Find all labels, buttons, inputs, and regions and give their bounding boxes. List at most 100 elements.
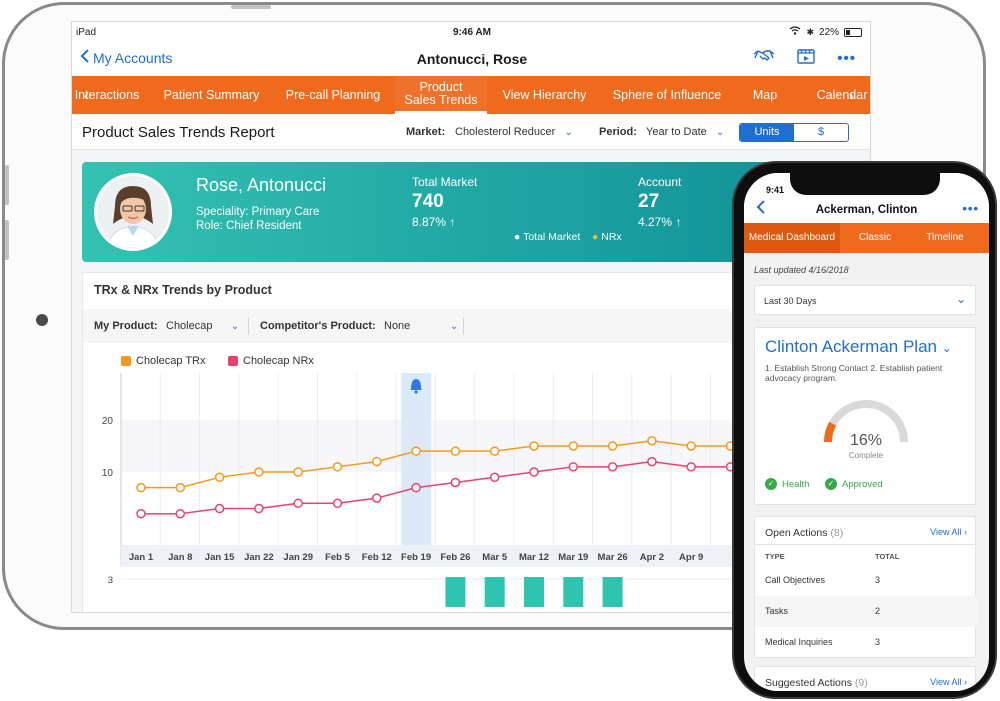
data-point	[607, 441, 618, 451]
market-dropdown[interactable]: Cholesterol Reducer ⌄	[455, 126, 573, 138]
tab-label: Interactions	[74, 87, 140, 102]
tab-label: View Hierarchy	[502, 87, 587, 102]
highlight-column	[401, 373, 432, 545]
col-total: TOTAL	[875, 552, 900, 561]
more-icon[interactable]: •••	[837, 50, 856, 67]
my-product-dropdown[interactable]: Cholecap ⌄	[166, 320, 239, 332]
data-point	[175, 482, 186, 493]
total-market-value: 740	[412, 191, 444, 212]
view-all-label: View All	[930, 527, 962, 537]
divider	[248, 317, 249, 335]
device-label: iPad	[76, 27, 97, 38]
x-tick-label: Jan 22	[244, 552, 274, 563]
tab-map[interactable]: Map	[740, 76, 790, 114]
competitor-dropdown[interactable]: None ⌄	[384, 320, 458, 332]
suggested-actions-card: Suggested Actions (9) View All ›	[754, 666, 976, 691]
tab-interactions[interactable]: Interactions	[72, 76, 152, 114]
legend-label: Total Market	[523, 231, 581, 243]
badge-label: Approved	[842, 478, 883, 490]
tab-label-line1: Product	[419, 79, 463, 94]
iphone-frame: 9:41 Ackerman, Clinton ••• Medical Dashb…	[732, 161, 997, 699]
data-point	[372, 493, 382, 503]
chevron-right-icon[interactable]: ›	[849, 87, 854, 103]
more-icon[interactable]: •••	[962, 201, 979, 216]
arrow-up-icon: ↑	[449, 215, 456, 229]
units-option[interactable]: Units	[740, 124, 794, 141]
bell-icon	[410, 379, 423, 390]
period-dropdown[interactable]: Year to Date ⌄	[646, 126, 724, 138]
plan-name[interactable]: Clinton Ackerman Plan ⌄	[765, 337, 952, 357]
row-type: Tasks	[765, 606, 789, 616]
video-icon[interactable]	[797, 48, 815, 69]
tab-medical-dashboard[interactable]: Medical Dashboard	[744, 223, 840, 253]
table-row[interactable]: Tasks 2	[755, 596, 977, 627]
data-point	[450, 477, 461, 488]
chevron-down-icon: ⌄	[955, 292, 966, 306]
data-point	[293, 498, 303, 509]
row-total: 2	[875, 606, 881, 616]
legend-nrx-series: Cholecap NRx	[228, 355, 314, 367]
tab-sphere-of-influence[interactable]: Sphere of Influence	[602, 76, 732, 114]
data-point	[136, 508, 146, 519]
view-all-label: View All	[930, 677, 962, 687]
data-point	[647, 436, 657, 446]
series-line	[141, 460, 731, 515]
tab-label: Map	[752, 87, 778, 102]
check-icon: ✓	[765, 478, 777, 490]
handshake-icon[interactable]	[753, 49, 775, 68]
open-actions-view-all[interactable]: View All ›	[930, 527, 967, 537]
report-header: Product Sales Trends Report Market: Chol…	[72, 114, 870, 150]
last-updated: Last updated 4/16/2018	[754, 265, 849, 275]
status-icons: ✱ 22%	[789, 26, 862, 38]
data-point	[411, 482, 421, 493]
tab-label-line2: Sales Trends	[404, 92, 478, 107]
account-label: Account	[638, 175, 682, 189]
pct-value: 8.87%	[412, 215, 447, 229]
tab-label: Calendar	[816, 87, 868, 102]
avatar	[94, 173, 172, 251]
competitor-value: None	[384, 320, 411, 332]
status-bar: iPad 9:46 AM ✱ 22%	[72, 22, 870, 42]
plan-name-text: Clinton Ackerman Plan	[765, 337, 937, 356]
plan-description: 1. Establish Strong Contact 2. Establish…	[765, 363, 943, 383]
report-title: Product Sales Trends Report	[82, 124, 275, 141]
x-tick-label: Feb 5	[325, 552, 351, 563]
suggested-actions-view-all[interactable]: View All ›	[930, 677, 967, 687]
iphone-title: Ackerman, Clinton	[815, 204, 918, 216]
data-point	[686, 462, 696, 472]
legend-label: Cholecap TRx	[136, 355, 206, 367]
section-count: (8)	[830, 527, 844, 539]
tab-timeline[interactable]: Timeline	[926, 232, 964, 243]
back-button[interactable]: My Accounts	[80, 49, 172, 66]
tab-pre-call-planning[interactable]: Pre-call Planning	[274, 76, 392, 114]
iphone-time: 9:41	[766, 185, 785, 195]
y-tick-label: 10	[102, 468, 114, 479]
tab-view-hierarchy[interactable]: View Hierarchy	[492, 76, 597, 114]
tab-classic[interactable]: Classic	[858, 232, 892, 243]
tab-label: Pre-call Planning	[285, 87, 381, 102]
range-dropdown[interactable]: Last 30 Days ⌄	[754, 285, 976, 315]
data-point	[450, 446, 461, 456]
table-row[interactable]: Call Objectives 3	[755, 565, 977, 596]
chevron-left-icon[interactable]	[756, 200, 765, 219]
badge-health: ✓ Health	[765, 478, 809, 490]
notch	[790, 173, 940, 195]
tab-product-sales-trends[interactable]: Product Sales Trends	[395, 76, 487, 114]
chevron-left-icon[interactable]: ‹	[84, 87, 89, 103]
table-row[interactable]: Medical Inquiries 3	[755, 627, 977, 658]
bar	[563, 577, 584, 607]
competitor-label: Competitor's Product:	[260, 320, 376, 332]
bar	[602, 577, 623, 607]
row-type: Call Objectives	[765, 575, 826, 585]
x-tick-label: Mar 26	[598, 552, 628, 563]
progress-gauge	[824, 400, 908, 443]
chevron-down-icon: ⌄	[450, 321, 459, 332]
tab-calendar[interactable]: Calendar	[802, 76, 870, 114]
legend-total-market: ● Total Market	[514, 231, 581, 243]
dollar-option[interactable]: $	[817, 126, 825, 138]
tab-patient-summary[interactable]: Patient Summary	[154, 76, 269, 114]
chevron-right-icon: ›	[964, 527, 967, 537]
ipad-home-button[interactable]	[36, 314, 48, 326]
divider	[755, 544, 977, 545]
my-product-label: My Product:	[94, 320, 158, 332]
